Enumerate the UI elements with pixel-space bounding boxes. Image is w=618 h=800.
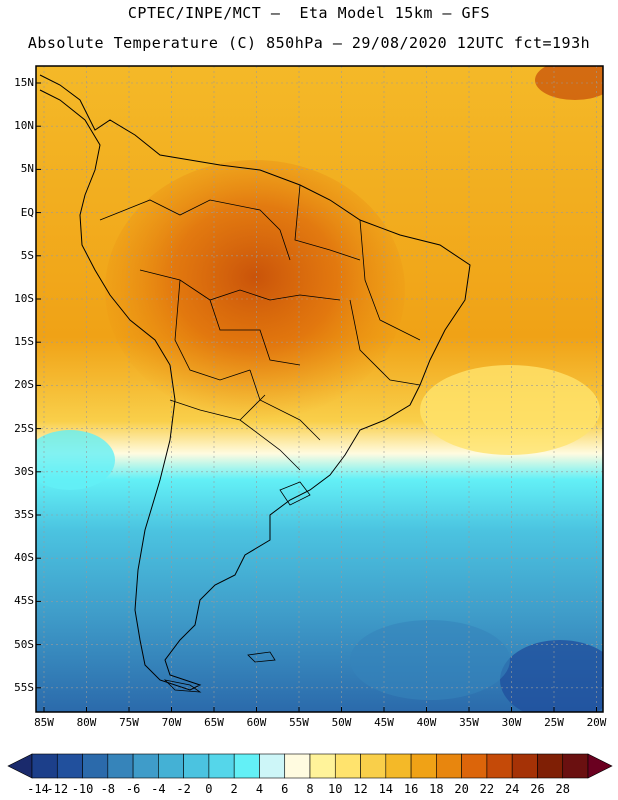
lakes-islands bbox=[163, 481, 311, 693]
colorbar-tick-label: 24 bbox=[504, 782, 520, 796]
colorbar-tick-label: -12 bbox=[46, 782, 69, 796]
lat-label: 15N bbox=[14, 76, 34, 89]
lon-label: 20W bbox=[586, 716, 607, 729]
lat-label: EQ bbox=[20, 205, 34, 219]
lon-label: 85W bbox=[34, 716, 54, 729]
colorbar-tick-label: -8 bbox=[100, 782, 116, 796]
colorbar-swatch bbox=[284, 753, 311, 779]
colorbar-swatch bbox=[259, 753, 286, 779]
colorbar-tick-label: 4 bbox=[255, 782, 264, 796]
lon-label: 80W bbox=[76, 716, 97, 729]
lon-label: 75W bbox=[119, 716, 139, 729]
lat-label: 10S bbox=[14, 292, 34, 305]
colorbar-swatch bbox=[158, 753, 184, 779]
lat-label: 5N bbox=[20, 162, 34, 176]
map-frame bbox=[35, 65, 604, 713]
lat-label: 25S bbox=[14, 421, 34, 435]
colorbar-swatch bbox=[233, 753, 260, 779]
colorbar-tick-label: 14 bbox=[378, 782, 394, 796]
lat-label: 15S bbox=[14, 335, 34, 349]
colorbar-swatch bbox=[56, 753, 83, 779]
colorbar-swatch bbox=[82, 753, 109, 779]
lat-label: 35S bbox=[14, 508, 34, 521]
colorbar-tick-label: 10 bbox=[328, 782, 343, 796]
colorbar-swatch bbox=[385, 753, 412, 779]
country-borders bbox=[99, 184, 421, 471]
colorbar-tick-label: 16 bbox=[403, 782, 419, 796]
colorbar-swatch bbox=[436, 753, 462, 779]
colorbar-swatch bbox=[410, 753, 437, 779]
colorbar-tick-label: -2 bbox=[176, 782, 191, 796]
colorbar bbox=[7, 753, 613, 779]
colorbar-tick-label: -10 bbox=[71, 782, 94, 796]
colorbar-tick-label: 26 bbox=[530, 782, 545, 796]
colorbar-swatch bbox=[511, 753, 538, 779]
lon-label: 45W bbox=[374, 716, 394, 729]
colorbar-high-arrow bbox=[587, 753, 613, 779]
map-title: CPTEC/INPE/MCT – Eta Model 15km – GFS bbox=[127, 4, 491, 22]
colorbar-tick-label: 20 bbox=[454, 782, 469, 796]
colorbar-tick-label: -4 bbox=[151, 782, 166, 796]
lon-label: 25W bbox=[544, 716, 564, 729]
axis-ticks bbox=[36, 82, 597, 712]
lon-label: 50W bbox=[331, 716, 352, 729]
colorbar-low-arrow bbox=[7, 753, 33, 779]
colorbar-tick-label: -14 bbox=[27, 782, 49, 796]
lat-label: 50S bbox=[14, 637, 34, 651]
lat-label: 55S bbox=[14, 680, 34, 694]
lon-label: 65W bbox=[204, 716, 224, 729]
colorbar-tick-label: 8 bbox=[306, 782, 314, 796]
lat-label: 5S bbox=[20, 248, 34, 262]
lon-label: 35W bbox=[459, 716, 479, 729]
colorbar-swatch bbox=[334, 753, 361, 779]
colorbar-swatch bbox=[132, 753, 159, 779]
pacific-cool-patch bbox=[36, 430, 115, 490]
colorbar-swatch bbox=[360, 753, 387, 779]
warm-ocean-patch bbox=[420, 365, 600, 455]
lat-label: 45S bbox=[14, 594, 34, 608]
colorbar-swatch bbox=[461, 753, 488, 779]
lon-label: 70W bbox=[161, 716, 182, 729]
colorbar-swatch bbox=[208, 753, 235, 779]
south-atlantic-cold bbox=[350, 620, 510, 700]
colorbar-tick-label: 22 bbox=[479, 782, 495, 796]
southern-cold-patch bbox=[500, 640, 603, 712]
lat-label: 10N bbox=[14, 119, 34, 133]
colorbar-swatch bbox=[31, 753, 58, 779]
map-subtitle: Absolute Temperature (C) 850hPa – 29/08/… bbox=[27, 34, 591, 52]
colorbar-swatch bbox=[486, 753, 513, 779]
lat-label: 30S bbox=[14, 464, 34, 478]
colorbar-tick-label: 18 bbox=[429, 782, 444, 796]
lon-label: 60W bbox=[246, 716, 267, 729]
colorbar-tick-label: 0 bbox=[205, 782, 213, 796]
colorbar-tick-label: -6 bbox=[125, 782, 141, 796]
lon-label: 30W bbox=[501, 716, 522, 729]
lat-label: 20S bbox=[14, 378, 34, 392]
lat-label: 40S bbox=[14, 551, 34, 565]
colorbar-swatch bbox=[183, 753, 210, 779]
heat-core bbox=[105, 160, 405, 420]
colorbar-swatch bbox=[537, 753, 564, 779]
lon-label: 40W bbox=[416, 716, 437, 729]
colorbar-swatch bbox=[107, 753, 134, 779]
lon-label: 55W bbox=[289, 716, 309, 729]
colorbar-tick-label: 2 bbox=[230, 782, 238, 796]
colorbar-swatch bbox=[562, 753, 589, 779]
caribbean-hot-patch bbox=[535, 66, 603, 100]
colorbar-tick-label: 28 bbox=[555, 782, 570, 796]
colorbar-tick-label: 6 bbox=[281, 782, 289, 796]
colorbar-swatch bbox=[309, 753, 336, 779]
colorbar-tick-label: 12 bbox=[353, 782, 368, 796]
